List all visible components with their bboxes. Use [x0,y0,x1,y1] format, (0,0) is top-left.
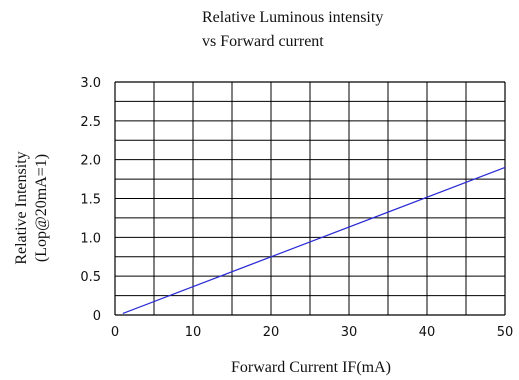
chart-title-line-2: vs Forward current [202,33,324,50]
x-axis-ticks: 0 10 20 30 40 50 [111,325,513,340]
y-tick-label: 3.0 [80,76,101,91]
y-tick-label: 2.0 [80,154,101,169]
y-tick-label: 0 [93,309,101,324]
x-tick-label: 50 [497,325,514,340]
y-axis-label-line-2: (Lop@20mA=1) [33,154,50,262]
x-tick-label: 30 [341,325,358,340]
chart-series [122,166,506,315]
x-tick-label: 0 [111,325,119,340]
y-axis-ticks: 0 0.5 1.0 1.5 2.0 2.5 3.0 [80,76,101,324]
y-tick-label: 2.5 [80,115,101,130]
series-line [122,166,506,315]
y-axis-label-line-1: Relative Intensity [13,151,30,264]
y-tick-label: 1.0 [80,231,101,246]
x-tick-label: 20 [263,325,280,340]
chart-title: Relative Luminous intensity vs Forward c… [202,6,383,54]
x-tick-label: 10 [185,325,202,340]
chart-grid [114,81,506,316]
y-tick-label: 1.5 [80,193,101,208]
chart-title-line-1: Relative Luminous intensity [202,9,384,26]
x-tick-label: 40 [419,325,436,340]
y-tick-label: 0.5 [80,270,101,285]
x-axis-label: Forward Current IF(mA) [231,359,391,376]
